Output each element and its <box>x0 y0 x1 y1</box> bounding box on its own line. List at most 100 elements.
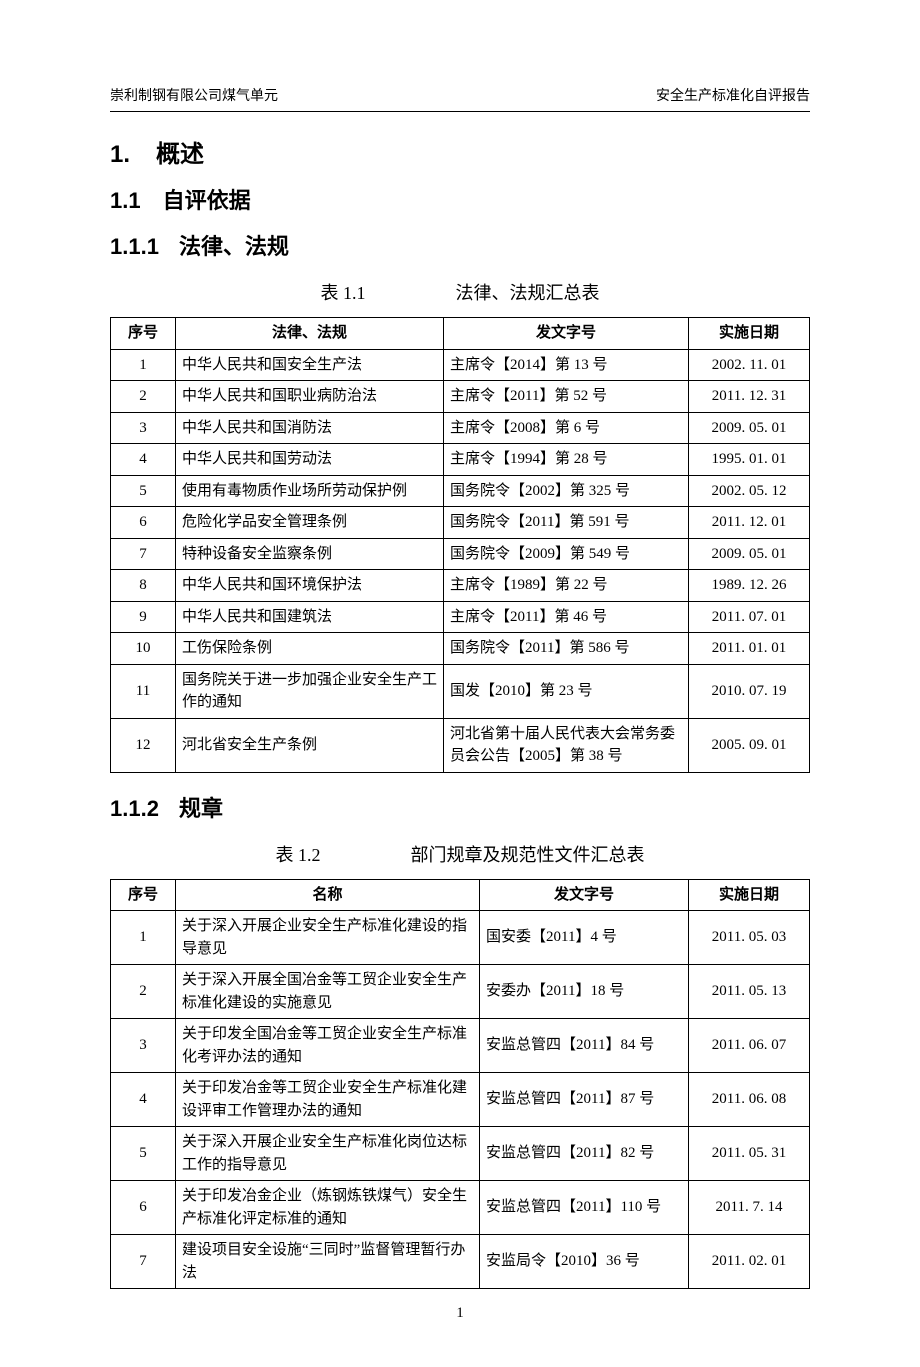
table-regulations: 序号 名称 发文字号 实施日期 1关于深入开展企业安全生产标准化建设的指导意见国… <box>110 879 810 1290</box>
table-cell: 中华人民共和国建筑法 <box>176 601 444 633</box>
table-cell: 6 <box>111 507 176 539</box>
table-cell: 1 <box>111 349 176 381</box>
table-cell: 关于印发冶金等工贸企业安全生产标准化建设评审工作管理办法的通知 <box>176 1073 480 1127</box>
table-cell: 主席令【2008】第 6 号 <box>444 412 689 444</box>
table1-caption-num: 表 1.1 <box>321 279 366 305</box>
table-cell: 安监总管四【2011】82 号 <box>480 1127 689 1181</box>
table-cell: 安监局令【2010】36 号 <box>480 1235 689 1289</box>
heading-1-1-1-title: 法律、法规 <box>179 234 289 259</box>
table-cell: 关于印发冶金企业（炼钢炼铁煤气）安全生产标准化评定标准的通知 <box>176 1181 480 1235</box>
table-cell: 国务院令【2009】第 549 号 <box>444 538 689 570</box>
table-row: 7建设项目安全设施“三同时”监督管理暂行办法安监局令【2010】36 号2011… <box>111 1235 810 1289</box>
table-row: 7特种设备安全监察条例国务院令【2009】第 549 号2009. 05. 01 <box>111 538 810 570</box>
col-date: 实施日期 <box>689 318 810 350</box>
col-name: 名称 <box>176 879 480 911</box>
table-cell: 2011. 02. 01 <box>689 1235 810 1289</box>
heading-1-1-1: 1.1.1法律、法规 <box>110 229 810 261</box>
table2-caption-title: 部门规章及规范性文件汇总表 <box>411 841 645 867</box>
table-cell: 2011. 05. 31 <box>689 1127 810 1181</box>
table-cell: 危险化学品安全管理条例 <box>176 507 444 539</box>
table-cell: 主席令【2014】第 13 号 <box>444 349 689 381</box>
table-cell: 2011. 12. 01 <box>689 507 810 539</box>
table-cell: 12 <box>111 718 176 772</box>
table-cell: 关于深入开展全国冶金等工贸企业安全生产标准化建设的实施意见 <box>176 965 480 1019</box>
col-seq: 序号 <box>111 318 176 350</box>
table-cell: 7 <box>111 1235 176 1289</box>
table-cell: 主席令【1994】第 28 号 <box>444 444 689 476</box>
table-cell: 8 <box>111 570 176 602</box>
table-cell: 2011. 01. 01 <box>689 633 810 665</box>
table-cell: 国务院关于进一步加强企业安全生产工作的通知 <box>176 664 444 718</box>
header-right: 安全生产标准化自评报告 <box>656 85 810 105</box>
table-row: 1关于深入开展企业安全生产标准化建设的指导意见国安委【2011】4 号2011.… <box>111 911 810 965</box>
table-cell: 9 <box>111 601 176 633</box>
table-cell: 安监总管四【2011】84 号 <box>480 1019 689 1073</box>
table-row: 3关于印发全国冶金等工贸企业安全生产标准化考评办法的通知安监总管四【2011】8… <box>111 1019 810 1073</box>
table-row: 1中华人民共和国安全生产法主席令【2014】第 13 号2002. 11. 01 <box>111 349 810 381</box>
col-doc: 发文字号 <box>444 318 689 350</box>
table-cell: 主席令【1989】第 22 号 <box>444 570 689 602</box>
table-cell: 主席令【2011】第 46 号 <box>444 601 689 633</box>
table-cell: 国发【2010】第 23 号 <box>444 664 689 718</box>
table-header-row: 序号 名称 发文字号 实施日期 <box>111 879 810 911</box>
table-cell: 中华人民共和国消防法 <box>176 412 444 444</box>
table-cell: 安委办【2011】18 号 <box>480 965 689 1019</box>
table-cell: 国务院令【2011】第 591 号 <box>444 507 689 539</box>
table-cell: 5 <box>111 1127 176 1181</box>
table-cell: 2011. 06. 08 <box>689 1073 810 1127</box>
table-cell: 2 <box>111 381 176 413</box>
table-row: 9中华人民共和国建筑法主席令【2011】第 46 号2011. 07. 01 <box>111 601 810 633</box>
table-cell: 2011. 07. 01 <box>689 601 810 633</box>
table-row: 11国务院关于进一步加强企业安全生产工作的通知国发【2010】第 23 号201… <box>111 664 810 718</box>
heading-1: 1. 概述 <box>110 134 810 169</box>
table-cell: 10 <box>111 633 176 665</box>
table-cell: 关于印发全国冶金等工贸企业安全生产标准化考评办法的通知 <box>176 1019 480 1073</box>
table1-caption: 表 1.1 法律、法规汇总表 <box>110 279 810 305</box>
table-cell: 2002. 11. 01 <box>689 349 810 381</box>
table-cell: 安监总管四【2011】87 号 <box>480 1073 689 1127</box>
table-cell: 7 <box>111 538 176 570</box>
table-cell: 中华人民共和国劳动法 <box>176 444 444 476</box>
table-cell: 11 <box>111 664 176 718</box>
table-cell: 国安委【2011】4 号 <box>480 911 689 965</box>
heading-1-1-title: 自评依据 <box>163 188 251 213</box>
header-divider <box>110 111 810 112</box>
table-cell: 1 <box>111 911 176 965</box>
heading-1-1-2-title: 规章 <box>179 796 223 821</box>
table-cell: 使用有毒物质作业场所劳动保护例 <box>176 475 444 507</box>
table-cell: 2011. 05. 13 <box>689 965 810 1019</box>
heading-1-title: 概述 <box>156 141 204 168</box>
table-cell: 2 <box>111 965 176 1019</box>
col-name: 法律、法规 <box>176 318 444 350</box>
table-cell: 河北省安全生产条例 <box>176 718 444 772</box>
table-row: 2关于深入开展全国冶金等工贸企业安全生产标准化建设的实施意见安委办【2011】1… <box>111 965 810 1019</box>
table-cell: 3 <box>111 412 176 444</box>
table-cell: 2011. 06. 07 <box>689 1019 810 1073</box>
table-cell: 河北省第十届人民代表大会常务委员会公告【2005】第 38 号 <box>444 718 689 772</box>
table-row: 5使用有毒物质作业场所劳动保护例国务院令【2002】第 325 号2002. 0… <box>111 475 810 507</box>
table-row: 4关于印发冶金等工贸企业安全生产标准化建设评审工作管理办法的通知安监总管四【20… <box>111 1073 810 1127</box>
table-row: 5关于深入开展企业安全生产标准化岗位达标工作的指导意见安监总管四【2011】82… <box>111 1127 810 1181</box>
table-cell: 4 <box>111 444 176 476</box>
table-cell: 2011. 05. 03 <box>689 911 810 965</box>
heading-1-num: 1. <box>110 141 130 168</box>
table-cell: 2009. 05. 01 <box>689 538 810 570</box>
page-number: 1 <box>0 1305 920 1322</box>
table1-caption-title: 法律、法规汇总表 <box>456 279 600 305</box>
heading-1-1-2: 1.1.2 规章 <box>110 791 810 823</box>
col-seq: 序号 <box>111 879 176 911</box>
table-cell: 6 <box>111 1181 176 1235</box>
table-row: 4中华人民共和国劳动法主席令【1994】第 28 号1995. 01. 01 <box>111 444 810 476</box>
col-doc: 发文字号 <box>480 879 689 911</box>
heading-1-1-2-num: 1.1.2 <box>110 796 159 821</box>
table-cell: 2011. 12. 31 <box>689 381 810 413</box>
table-cell: 2002. 05. 12 <box>689 475 810 507</box>
table-row: 3中华人民共和国消防法主席令【2008】第 6 号2009. 05. 01 <box>111 412 810 444</box>
table-cell: 5 <box>111 475 176 507</box>
table-cell: 关于深入开展企业安全生产标准化岗位达标工作的指导意见 <box>176 1127 480 1181</box>
table-cell: 国务院令【2011】第 586 号 <box>444 633 689 665</box>
table-cell: 中华人民共和国职业病防治法 <box>176 381 444 413</box>
table-row: 6关于印发冶金企业（炼钢炼铁煤气）安全生产标准化评定标准的通知安监总管四【201… <box>111 1181 810 1235</box>
table-cell: 建设项目安全设施“三同时”监督管理暂行办法 <box>176 1235 480 1289</box>
col-date: 实施日期 <box>689 879 810 911</box>
